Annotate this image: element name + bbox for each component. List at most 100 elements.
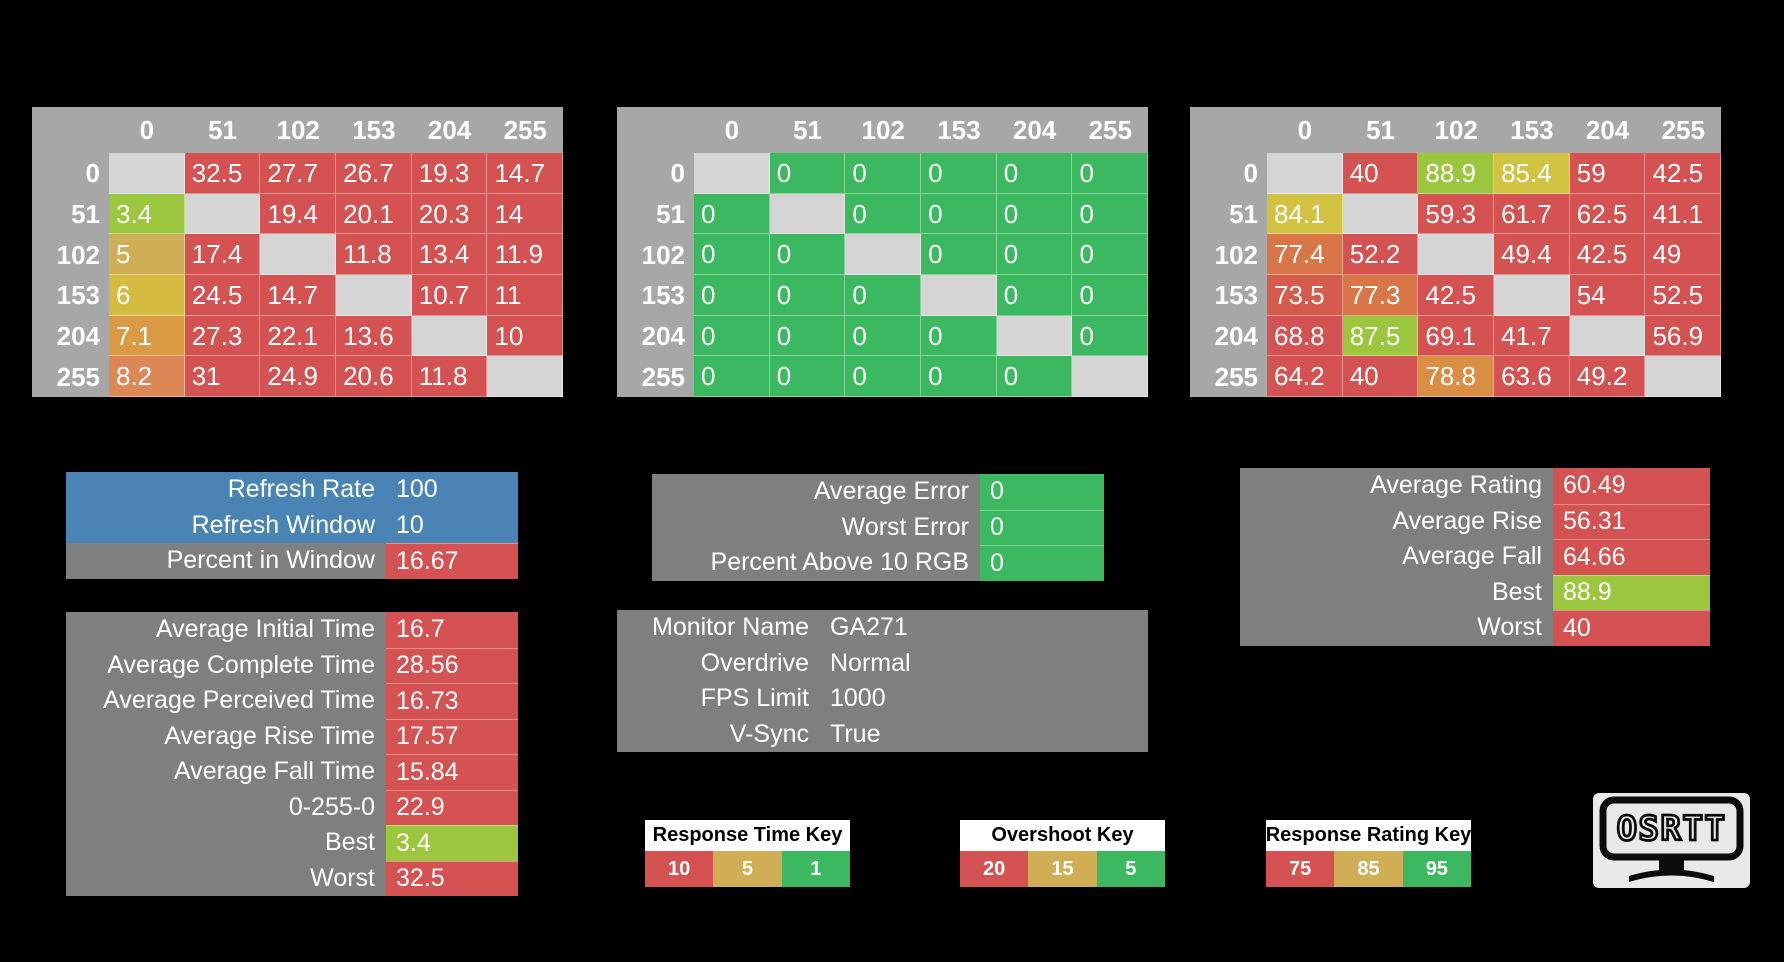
key-swatch-1: 1	[781, 851, 850, 887]
matrix-cell-153-204: 54	[1569, 275, 1646, 316]
matrix-cell-204-102: 0	[845, 315, 922, 357]
matrix-cell-153-255: 11	[487, 275, 564, 316]
row-header-51: 51	[617, 193, 694, 235]
times-value: 3.4	[386, 825, 518, 861]
refresh-value: 100	[396, 475, 438, 504]
matrix-cell-255-204: 49.2	[1569, 356, 1646, 398]
matrix-cell-102-153: 49.4	[1494, 234, 1570, 276]
row-header-0: 0	[617, 153, 694, 194]
matrix-cell-51-102: 19.4	[260, 193, 337, 235]
refresh-label: Refresh Window	[191, 510, 375, 539]
key-swatch-75: 75	[1266, 851, 1335, 887]
col-header-51: 51	[184, 107, 261, 153]
overshoot-key: Overshoot Key 20 15 5	[960, 820, 1165, 887]
matrix-cell-153-51: 24.5	[184, 275, 261, 316]
times-value: 32.5	[386, 860, 518, 896]
refresh-rate-panel: Refresh Rate 100 Refresh Window 10 Percent i…	[66, 472, 518, 579]
matrix-cell-51-0: 3.4	[109, 193, 185, 235]
matrix-cell-255-0: 64.2	[1267, 356, 1343, 398]
error-value: 0	[980, 545, 1104, 581]
col-header-153: 153	[336, 107, 412, 153]
matrix-cell-204-0: 68.8	[1267, 315, 1343, 357]
matrix-cell-204-255: 56.9	[1645, 315, 1722, 357]
col-header-204: 204	[1569, 107, 1646, 153]
refresh-value: 16.67	[386, 543, 518, 579]
matrix-cell-0-153: 85.4	[1494, 153, 1570, 194]
matrix-cell-153-153	[1494, 275, 1570, 316]
monitor-label: FPS Limit	[700, 684, 809, 713]
monitor-row: V-Sync True	[617, 716, 1148, 752]
matrix-cell-51-255: 41.1	[1645, 193, 1722, 235]
key-swatch-5: 5	[1096, 851, 1165, 887]
key-swatch-5: 5	[713, 851, 782, 887]
matrix-cell-153-0: 6	[109, 275, 185, 316]
matrix-cell-0-102: 0	[845, 153, 922, 194]
rating-value: 56.31	[1553, 503, 1710, 539]
matrix-cell-204-0: 0	[694, 315, 770, 357]
matrix-cell-51-255: 14	[487, 193, 564, 235]
matrix-cell-204-204	[411, 315, 488, 357]
times-row: Average Initial Time 16.7	[66, 612, 518, 648]
refresh-row: Percent in Window 16.67	[66, 543, 518, 579]
matrix-cell-51-0: 84.1	[1267, 193, 1343, 235]
response-rating-key-title: Response Rating Key	[1266, 820, 1471, 851]
matrix-cell-255-102: 24.9	[260, 356, 337, 398]
row-header-255: 255	[617, 356, 694, 398]
times-label: Best	[324, 828, 375, 857]
matrix-cell-204-153: 0	[921, 315, 997, 357]
matrix-cell-51-153: 61.7	[1494, 193, 1570, 235]
matrix-cell-0-102: 88.9	[1418, 153, 1495, 194]
row-header-153: 153	[617, 275, 694, 316]
row-header-51: 51	[32, 193, 109, 235]
response-time-key-title: Response Time Key	[645, 820, 850, 851]
matrix-cell-255-153: 0	[921, 356, 997, 398]
refresh-label: Refresh Rate	[227, 475, 375, 504]
matrix-cell-255-102: 0	[845, 356, 922, 398]
osrtt-monitor-icon: OSRTT	[1599, 796, 1744, 882]
row-header-204: 204	[32, 315, 109, 357]
matrix-cell-204-102: 22.1	[260, 315, 337, 357]
matrix-cell-51-0: 0	[694, 193, 770, 235]
rating-label: Best	[1491, 577, 1542, 606]
times-row: Average Rise Time 17.57	[66, 718, 518, 754]
col-header-153: 153	[921, 107, 997, 153]
response-time-key: Response Time Key 10 5 1	[645, 820, 850, 887]
matrix-cell-153-0: 73.5	[1267, 275, 1343, 316]
matrix-cell-153-153	[336, 275, 412, 316]
matrix-cell-255-102: 78.8	[1418, 356, 1495, 398]
matrix-cell-255-255	[1072, 356, 1149, 398]
error-value: 0	[980, 509, 1104, 545]
matrix-corner	[617, 107, 694, 153]
osrtt-logo: OSRTT	[1593, 793, 1750, 888]
matrix-cell-51-51	[184, 193, 261, 235]
col-header-102: 102	[260, 107, 337, 153]
rating-row: Average Rise 56.31	[1240, 503, 1710, 539]
col-header-102: 102	[845, 107, 922, 153]
times-value: 16.73	[386, 683, 518, 719]
matrix-cell-255-51: 0	[769, 356, 846, 398]
matrix-cell-51-204: 62.5	[1569, 193, 1646, 235]
col-header-255: 255	[487, 107, 564, 153]
matrix-cell-102-0: 0	[694, 234, 770, 276]
key-swatch-20: 20	[960, 851, 1029, 887]
monitor-value: 1000	[830, 684, 886, 713]
times-row: Average Fall Time 15.84	[66, 754, 518, 790]
matrix-cell-255-255	[487, 356, 564, 398]
rating-label: Average Rise	[1392, 506, 1542, 535]
matrix-cell-51-255: 0	[1072, 193, 1149, 235]
matrix-cell-0-0	[694, 153, 770, 194]
matrix-cell-255-255	[1645, 356, 1722, 398]
times-label: 0-255-0	[288, 792, 375, 821]
matrix-cell-102-153: 11.8	[336, 234, 412, 276]
times-label: Average Initial Time	[155, 615, 375, 644]
matrix-cell-153-255: 0	[1072, 275, 1149, 316]
matrix-cell-102-204: 0	[996, 234, 1073, 276]
monitor-value: True	[830, 719, 881, 748]
matrix-cell-51-153: 20.1	[336, 193, 412, 235]
matrix-cell-0-51: 0	[769, 153, 846, 194]
matrix-cell-51-153: 0	[921, 193, 997, 235]
matrix-cell-255-0: 0	[694, 356, 770, 398]
matrix-cell-153-51: 77.3	[1342, 275, 1419, 316]
matrix-cell-0-255: 0	[1072, 153, 1149, 194]
col-header-0: 0	[1267, 107, 1343, 153]
